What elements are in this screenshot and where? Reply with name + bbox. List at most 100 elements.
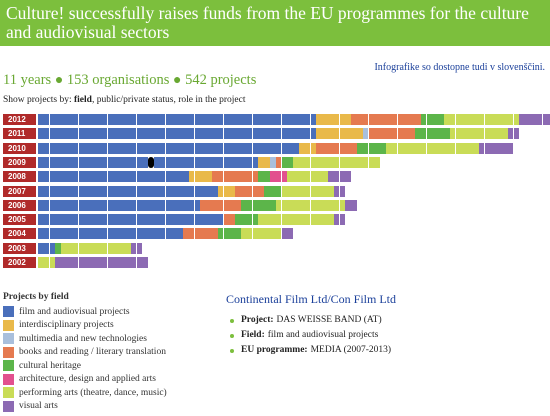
project-cell-film[interactable] bbox=[264, 114, 270, 125]
project-cell-performing[interactable] bbox=[502, 114, 508, 125]
project-cell-books[interactable] bbox=[206, 199, 212, 211]
project-cell-performing[interactable] bbox=[473, 142, 479, 154]
project-cell-film[interactable] bbox=[119, 228, 125, 240]
project-cell-interdisciplinary[interactable] bbox=[345, 114, 351, 125]
project-cell-books[interactable] bbox=[391, 128, 398, 140]
project-cell-books[interactable] bbox=[409, 114, 415, 125]
project-cell-film[interactable] bbox=[78, 185, 85, 197]
project-cell-visual[interactable] bbox=[490, 142, 496, 154]
project-cell-heritage[interactable] bbox=[357, 142, 363, 154]
selected-project-cell[interactable] bbox=[148, 156, 154, 168]
project-cell-film[interactable] bbox=[258, 142, 264, 154]
project-cell-film[interactable] bbox=[119, 171, 125, 183]
project-cell-film[interactable] bbox=[38, 171, 44, 183]
project-cell-film[interactable] bbox=[252, 156, 259, 168]
project-cell-performing[interactable] bbox=[316, 171, 322, 183]
project-cell-interdisciplinary[interactable] bbox=[322, 128, 328, 140]
project-cell-visual[interactable] bbox=[96, 257, 102, 268]
project-cell-film[interactable] bbox=[61, 228, 67, 240]
project-cell-film[interactable] bbox=[125, 199, 131, 211]
project-cell-film[interactable] bbox=[113, 199, 119, 211]
project-cell-performing[interactable] bbox=[258, 228, 264, 240]
project-cell-performing[interactable] bbox=[507, 114, 514, 125]
project-cell-interdisciplinary[interactable] bbox=[328, 128, 334, 140]
project-cell-performing[interactable] bbox=[258, 214, 264, 226]
project-cell-film[interactable] bbox=[258, 128, 264, 140]
project-cell-performing[interactable] bbox=[281, 214, 288, 226]
project-cell-performing[interactable] bbox=[322, 156, 328, 168]
project-cell-film[interactable] bbox=[252, 142, 259, 154]
project-cell-visual[interactable] bbox=[345, 199, 351, 211]
project-cell-film[interactable] bbox=[148, 228, 154, 240]
project-cell-film[interactable] bbox=[96, 171, 102, 183]
project-cell-books[interactable] bbox=[212, 171, 218, 183]
project-cell-performing[interactable] bbox=[461, 128, 467, 140]
project-cell-film[interactable] bbox=[229, 114, 235, 125]
project-cell-performing[interactable] bbox=[293, 171, 299, 183]
project-cell-film[interactable] bbox=[90, 214, 96, 226]
project-cell-performing[interactable] bbox=[275, 214, 282, 226]
project-cell-books[interactable] bbox=[206, 228, 212, 240]
project-cell-film[interactable] bbox=[165, 214, 172, 226]
project-cell-film[interactable] bbox=[235, 128, 241, 140]
project-cell-film[interactable] bbox=[119, 128, 125, 140]
project-cell-film[interactable] bbox=[107, 128, 114, 140]
project-cell-books[interactable] bbox=[188, 228, 195, 240]
project-cell-heritage[interactable] bbox=[270, 185, 276, 197]
project-cell-film[interactable] bbox=[223, 114, 230, 125]
project-cell-film[interactable] bbox=[165, 156, 172, 168]
project-cell-books[interactable] bbox=[229, 199, 235, 211]
project-cell-film[interactable] bbox=[49, 128, 56, 140]
project-cell-film[interactable] bbox=[43, 214, 50, 226]
project-cell-film[interactable] bbox=[142, 199, 148, 211]
project-cell-heritage[interactable] bbox=[438, 114, 444, 125]
project-cell-film[interactable] bbox=[113, 128, 119, 140]
project-cell-performing[interactable] bbox=[287, 214, 293, 226]
project-cell-heritage[interactable] bbox=[264, 171, 270, 183]
project-cell-heritage[interactable] bbox=[55, 242, 61, 254]
project-cell-heritage[interactable] bbox=[420, 128, 427, 140]
legend-item-multimedia[interactable]: multimedia and new technologies bbox=[3, 332, 203, 346]
project-cell-film[interactable] bbox=[130, 142, 137, 154]
project-cell-film[interactable] bbox=[125, 228, 131, 240]
project-cell-heritage[interactable] bbox=[264, 185, 270, 197]
project-cell-film[interactable] bbox=[159, 199, 166, 211]
legend-item-architecture[interactable]: architecture, design and applied arts bbox=[3, 373, 203, 387]
project-cell-film[interactable] bbox=[119, 185, 125, 197]
project-cell-performing[interactable] bbox=[449, 142, 456, 154]
project-cell-film[interactable] bbox=[67, 128, 73, 140]
project-cell-books[interactable] bbox=[403, 114, 409, 125]
project-cell-film[interactable] bbox=[299, 114, 305, 125]
project-cell-visual[interactable] bbox=[345, 171, 351, 183]
project-cell-books[interactable] bbox=[415, 114, 421, 125]
project-cell-books[interactable] bbox=[322, 142, 328, 154]
project-cell-film[interactable] bbox=[130, 228, 137, 240]
project-cell-film[interactable] bbox=[136, 199, 143, 211]
project-cell-film[interactable] bbox=[304, 128, 311, 140]
project-cell-film[interactable] bbox=[212, 114, 218, 125]
project-cell-film[interactable] bbox=[200, 156, 206, 168]
project-cell-performing[interactable] bbox=[270, 228, 276, 240]
project-cell-film[interactable] bbox=[235, 142, 241, 154]
project-cell-film[interactable] bbox=[84, 185, 90, 197]
project-cell-visual[interactable] bbox=[67, 257, 73, 268]
project-cell-visual[interactable] bbox=[339, 214, 346, 226]
project-cell-film[interactable] bbox=[113, 185, 119, 197]
project-cell-film[interactable] bbox=[200, 114, 206, 125]
project-cell-film[interactable] bbox=[177, 214, 183, 226]
project-cell-interdisciplinary[interactable] bbox=[188, 171, 195, 183]
project-cell-books[interactable] bbox=[362, 114, 369, 125]
project-cell-film[interactable] bbox=[113, 214, 119, 226]
project-cell-visual[interactable] bbox=[84, 257, 90, 268]
project-cell-film[interactable] bbox=[212, 142, 218, 154]
project-cell-performing[interactable] bbox=[513, 114, 520, 125]
project-cell-heritage[interactable] bbox=[415, 128, 421, 140]
project-cell-performing[interactable] bbox=[490, 128, 496, 140]
project-cell-visual[interactable] bbox=[328, 171, 334, 183]
project-cell-performing[interactable] bbox=[107, 242, 114, 254]
project-cell-interdisciplinary[interactable] bbox=[258, 156, 264, 168]
project-cell-film[interactable] bbox=[304, 114, 311, 125]
project-cell-film[interactable] bbox=[246, 128, 253, 140]
project-cell-film[interactable] bbox=[212, 185, 218, 197]
project-cell-film[interactable] bbox=[96, 128, 102, 140]
